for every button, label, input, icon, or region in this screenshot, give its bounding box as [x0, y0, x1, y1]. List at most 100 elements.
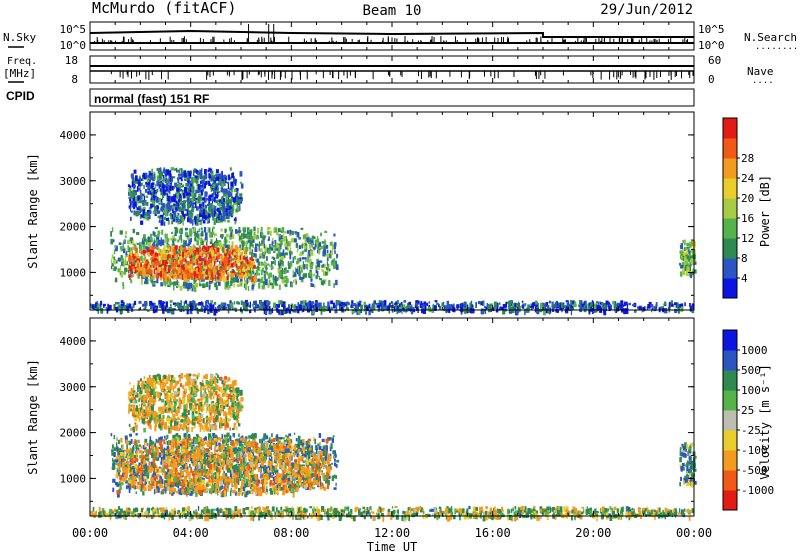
echo-cell [283, 308, 286, 314]
echo-cell [128, 265, 131, 269]
echo-cell [153, 252, 156, 258]
echo-cell [183, 269, 187, 273]
echo-cell [275, 437, 278, 442]
echo-cell [128, 487, 131, 493]
echo-cell [291, 303, 293, 308]
echo-cell [251, 449, 253, 453]
echo-cell [524, 309, 526, 315]
echo-cell [203, 227, 207, 233]
echo-cell [167, 178, 169, 183]
echo-cell [159, 240, 162, 247]
echo-cell [106, 307, 109, 314]
echo-cell [570, 309, 573, 316]
echo-cell [340, 301, 343, 305]
echo-cell [102, 303, 106, 307]
echo-cell [130, 279, 133, 284]
echo-cell [198, 228, 201, 233]
echo-cell [174, 182, 178, 188]
echo-cell [261, 276, 263, 280]
echo-cell [279, 234, 281, 238]
echo-cell [423, 308, 426, 314]
echo-cell [228, 174, 230, 181]
echo-cell [321, 306, 324, 309]
echo-cell [297, 309, 300, 314]
echo-cell [194, 250, 196, 256]
echo-cell [248, 233, 251, 239]
echo-cell [300, 251, 304, 256]
echo-cell [164, 233, 168, 238]
echo-cell [199, 278, 201, 284]
echo-cell [163, 167, 166, 170]
echo-cell [282, 233, 284, 238]
echo-cell [129, 191, 132, 198]
echo-cell [133, 204, 136, 210]
echo-cell [264, 279, 268, 286]
echo-cell [285, 253, 288, 256]
echo-cell [274, 227, 278, 232]
echo-cell [178, 304, 182, 307]
echo-cell [147, 259, 149, 264]
echo-cell [113, 249, 116, 255]
echo-cell [157, 447, 161, 450]
echo-cell [140, 182, 143, 186]
echo-cell [310, 282, 313, 287]
echo-cell [682, 252, 686, 257]
echo-cell [239, 247, 242, 251]
echo-cell [247, 276, 251, 279]
echo-cell [202, 252, 204, 258]
echo-cell [205, 209, 208, 216]
echo-cell [226, 285, 230, 290]
echo-cell [330, 443, 333, 449]
echo-cell [281, 276, 284, 280]
echo-cell [176, 193, 180, 200]
echo-cell [407, 305, 411, 309]
echo-cell [162, 194, 165, 198]
echo-cell [158, 171, 162, 178]
echo-cell [674, 308, 678, 313]
echo-cell [312, 273, 316, 277]
echo-cell [273, 250, 276, 254]
nsky-tick-lo: 10^0 [60, 39, 87, 52]
echo-cell [257, 278, 261, 282]
echo-cell [158, 219, 161, 223]
echo-cell [147, 265, 150, 270]
echo-cell [113, 266, 117, 270]
echo-cell [163, 245, 166, 251]
echo-cell [186, 177, 189, 180]
echo-cell [327, 301, 330, 307]
echo-cell [333, 263, 336, 269]
echo-cell [299, 253, 302, 257]
echo-cell [244, 306, 248, 312]
echo-cell [287, 472, 290, 478]
echo-cell [331, 462, 333, 465]
echo-cell [144, 212, 148, 218]
echo-cell [151, 275, 155, 278]
echo-cell [286, 230, 290, 234]
echo-cell [310, 238, 312, 242]
echo-cell [204, 453, 208, 457]
echo-cell [184, 259, 187, 264]
echo-cell [419, 303, 423, 308]
echo-cell [205, 483, 209, 487]
echo-cell [205, 436, 207, 440]
echo-cell [154, 258, 158, 262]
echo-cell [149, 436, 152, 442]
echo-cell [336, 254, 338, 259]
echo-cell [128, 241, 131, 244]
echo-cell [381, 300, 384, 306]
echo-cell [326, 261, 329, 267]
echo-cell [132, 185, 135, 188]
echo-cell [172, 206, 176, 209]
echo-cell [304, 273, 308, 278]
echo-cell [335, 264, 339, 270]
echo-cell [164, 276, 167, 282]
echo-cell [303, 243, 307, 248]
echo-cell [181, 217, 184, 222]
echo-cell [294, 450, 298, 454]
echo-cell [138, 177, 141, 180]
echo-cell [113, 304, 116, 309]
echo-cell [230, 280, 233, 286]
echo-cell [158, 183, 160, 189]
echo-cell [180, 490, 183, 496]
echo-cell [202, 184, 205, 187]
